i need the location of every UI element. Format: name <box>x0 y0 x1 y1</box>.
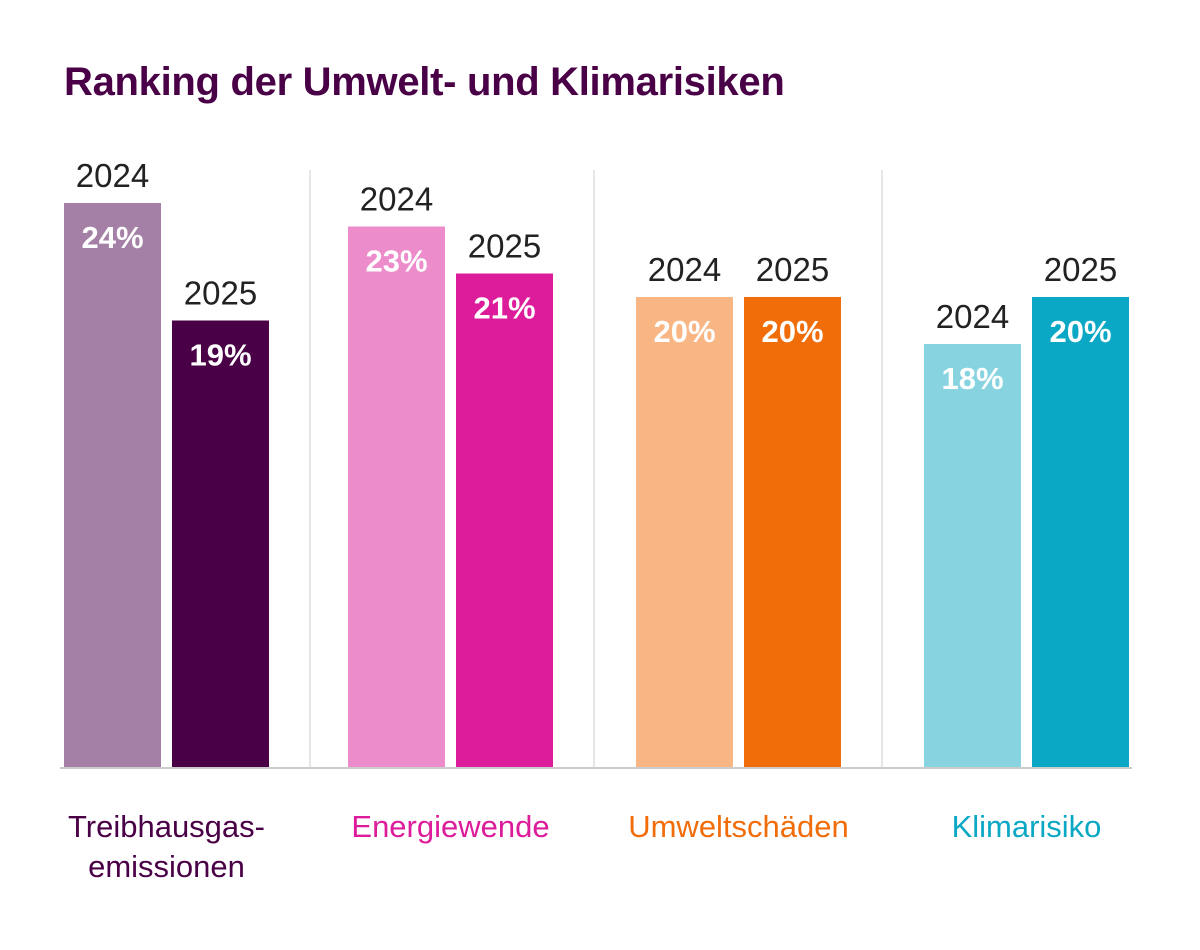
bar-year-label: 2024 <box>360 181 433 218</box>
chart-title: Ranking der Umwelt- und Klimarisiken <box>64 60 785 104</box>
bar-year-label: 2024 <box>76 157 149 194</box>
bar-value-label: 24% <box>81 220 143 255</box>
bar-2025 <box>172 320 269 767</box>
bar-value-label: 20% <box>1049 314 1111 349</box>
bar-2025 <box>1032 297 1129 767</box>
bar-value-label: 23% <box>365 244 427 279</box>
bar-year-label: 2025 <box>184 275 257 312</box>
bar-year-label: 2024 <box>936 298 1009 335</box>
category-label: Umweltschäden <box>628 809 849 844</box>
category-label: Energiewende <box>351 809 549 844</box>
bar-value-label: 20% <box>653 314 715 349</box>
bar-2025 <box>744 297 841 767</box>
category-label: emissionen <box>88 849 245 884</box>
bar-value-label: 19% <box>189 338 251 373</box>
bar-year-label: 2025 <box>468 228 541 265</box>
bar-year-label: 2025 <box>756 251 829 288</box>
bar-year-label: 2025 <box>1044 251 1117 288</box>
bar-2025 <box>456 273 553 767</box>
bar-value-label: 20% <box>761 314 823 349</box>
bar-2024 <box>924 344 1021 767</box>
bar-2024 <box>636 297 733 767</box>
bar-value-label: 18% <box>941 361 1003 396</box>
category-label: Treibhausgas- <box>68 809 265 844</box>
bar-2024 <box>64 203 161 767</box>
category-label: Klimarisiko <box>952 809 1102 844</box>
bar-2024 <box>348 226 445 767</box>
bar-value-label: 21% <box>473 291 535 326</box>
bar-year-label: 2024 <box>648 251 721 288</box>
